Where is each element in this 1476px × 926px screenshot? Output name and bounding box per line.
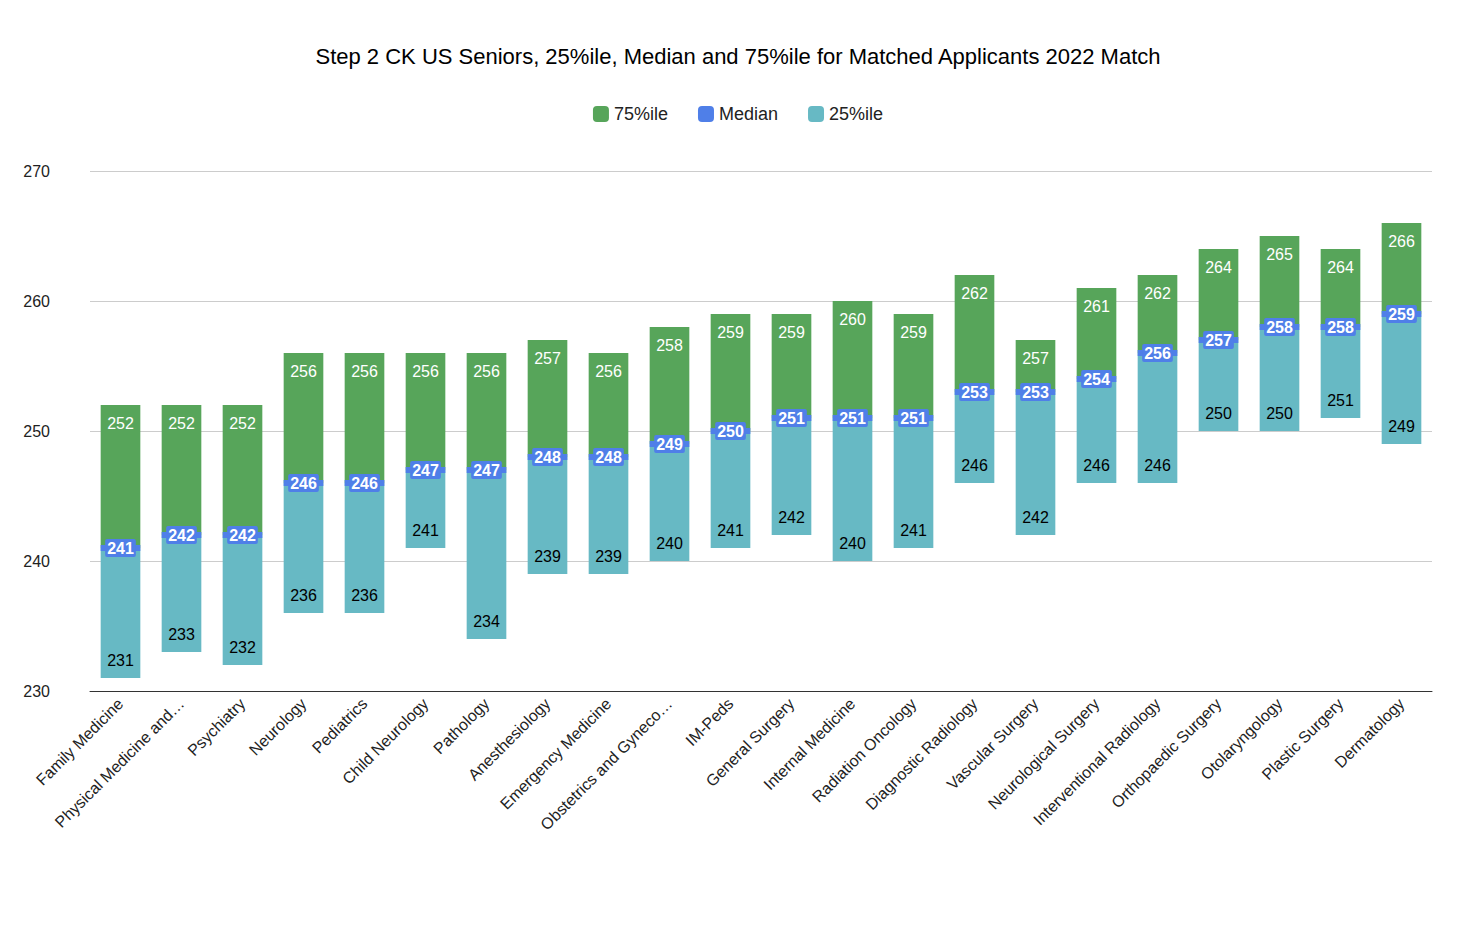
svg-text:Orthopaedic Surgery: Orthopaedic Surgery — [1108, 695, 1224, 811]
svg-text:252: 252 — [168, 415, 195, 432]
svg-text:Vascular Surgery: Vascular Surgery — [943, 695, 1042, 793]
svg-text:257: 257 — [534, 350, 561, 367]
svg-text:252: 252 — [229, 415, 256, 432]
svg-text:234: 234 — [473, 613, 500, 630]
svg-text:236: 236 — [290, 587, 317, 604]
svg-text:246: 246 — [290, 475, 317, 492]
svg-text:264: 264 — [1205, 259, 1232, 276]
svg-text:241: 241 — [717, 522, 744, 539]
svg-text:256: 256 — [473, 363, 500, 380]
svg-text:260: 260 — [23, 293, 50, 310]
svg-text:250: 250 — [23, 423, 50, 440]
svg-text:250: 250 — [1205, 405, 1232, 422]
svg-text:239: 239 — [595, 548, 622, 565]
svg-text:233: 233 — [168, 626, 195, 643]
svg-text:248: 248 — [595, 449, 622, 466]
svg-text:242: 242 — [168, 527, 195, 544]
svg-text:Interventional Radiology: Interventional Radiology — [1030, 695, 1163, 828]
svg-text:246: 246 — [351, 475, 378, 492]
svg-text:241: 241 — [107, 540, 134, 557]
svg-text:242: 242 — [778, 509, 805, 526]
svg-text:261: 261 — [1083, 298, 1110, 315]
svg-text:252: 252 — [107, 415, 134, 432]
svg-text:232: 232 — [229, 639, 256, 656]
svg-text:Internal Medicine: Internal Medicine — [760, 695, 859, 794]
svg-text:236: 236 — [351, 587, 378, 604]
svg-text:246: 246 — [961, 457, 988, 474]
svg-text:Psychiatry: Psychiatry — [184, 695, 248, 759]
svg-text:Emergency Medicine: Emergency Medicine — [497, 695, 615, 813]
svg-text:Obstetrics and Gyneco…: Obstetrics and Gyneco… — [537, 695, 675, 833]
svg-text:Median: Median — [719, 104, 778, 124]
svg-text:Family Medicine: Family Medicine — [32, 695, 127, 789]
svg-text:231: 231 — [107, 652, 134, 669]
svg-text:246: 246 — [1144, 457, 1171, 474]
svg-text:25%ile: 25%ile — [829, 104, 883, 124]
svg-text:Dermatology: Dermatology — [1331, 695, 1407, 771]
svg-text:253: 253 — [1022, 384, 1049, 401]
svg-text:257: 257 — [1022, 350, 1049, 367]
svg-text:75%ile: 75%ile — [614, 104, 668, 124]
svg-text:Pathology: Pathology — [430, 695, 492, 757]
svg-text:262: 262 — [1144, 285, 1171, 302]
svg-text:262: 262 — [961, 285, 988, 302]
svg-text:259: 259 — [778, 324, 805, 341]
svg-text:General Surgery: General Surgery — [702, 695, 798, 790]
svg-text:260: 260 — [839, 311, 866, 328]
svg-text:248: 248 — [534, 449, 561, 466]
svg-text:Neurology: Neurology — [246, 695, 310, 759]
svg-text:259: 259 — [1388, 306, 1415, 323]
svg-text:Diagnostic Radiology: Diagnostic Radiology — [862, 695, 980, 813]
svg-text:253: 253 — [961, 384, 988, 401]
svg-text:239: 239 — [534, 548, 561, 565]
svg-text:258: 258 — [1327, 319, 1354, 336]
svg-text:256: 256 — [412, 363, 439, 380]
svg-text:256: 256 — [290, 363, 317, 380]
svg-text:264: 264 — [1327, 259, 1354, 276]
svg-text:251: 251 — [1327, 392, 1354, 409]
svg-text:Radiation Oncology: Radiation Oncology — [809, 695, 920, 806]
svg-text:Plastic Surgery: Plastic Surgery — [1258, 695, 1346, 783]
svg-text:259: 259 — [900, 324, 927, 341]
svg-text:256: 256 — [595, 363, 622, 380]
svg-text:257: 257 — [1205, 332, 1232, 349]
svg-text:249: 249 — [1388, 418, 1415, 435]
svg-text:249: 249 — [656, 436, 683, 453]
svg-text:246: 246 — [1083, 457, 1110, 474]
svg-text:266: 266 — [1388, 233, 1415, 250]
svg-text:241: 241 — [900, 522, 927, 539]
svg-text:259: 259 — [717, 324, 744, 341]
svg-text:Child Neurology: Child Neurology — [339, 695, 431, 787]
svg-text:270: 270 — [23, 163, 50, 180]
svg-text:247: 247 — [412, 462, 439, 479]
svg-text:251: 251 — [839, 410, 866, 427]
svg-text:256: 256 — [1144, 345, 1171, 362]
svg-text:241: 241 — [412, 522, 439, 539]
svg-text:251: 251 — [778, 410, 805, 427]
svg-text:240: 240 — [839, 535, 866, 552]
svg-text:240: 240 — [23, 553, 50, 570]
svg-text:242: 242 — [1022, 509, 1049, 526]
svg-text:251: 251 — [900, 410, 927, 427]
svg-text:258: 258 — [1266, 319, 1293, 336]
svg-text:242: 242 — [229, 527, 256, 544]
svg-text:247: 247 — [473, 462, 500, 479]
svg-text:250: 250 — [1266, 405, 1293, 422]
svg-text:258: 258 — [656, 337, 683, 354]
svg-text:256: 256 — [351, 363, 378, 380]
svg-text:IM-Peds: IM-Peds — [682, 695, 736, 749]
svg-text:Neurological Surgery: Neurological Surgery — [985, 695, 1103, 813]
svg-text:Physical Medicine and…: Physical Medicine and… — [52, 695, 188, 831]
svg-text:230: 230 — [23, 683, 50, 700]
svg-text:Step 2 CK US Seniors, 25%ile,: Step 2 CK US Seniors, 25%ile, Median and… — [315, 44, 1160, 69]
svg-text:265: 265 — [1266, 246, 1293, 263]
svg-text:250: 250 — [717, 423, 744, 440]
svg-text:240: 240 — [656, 535, 683, 552]
svg-text:Anesthesiology: Anesthesiology — [464, 695, 554, 784]
svg-text:Pediatrics: Pediatrics — [309, 695, 371, 757]
svg-text:Otolaryngology: Otolaryngology — [1197, 695, 1286, 783]
svg-text:254: 254 — [1083, 371, 1110, 388]
